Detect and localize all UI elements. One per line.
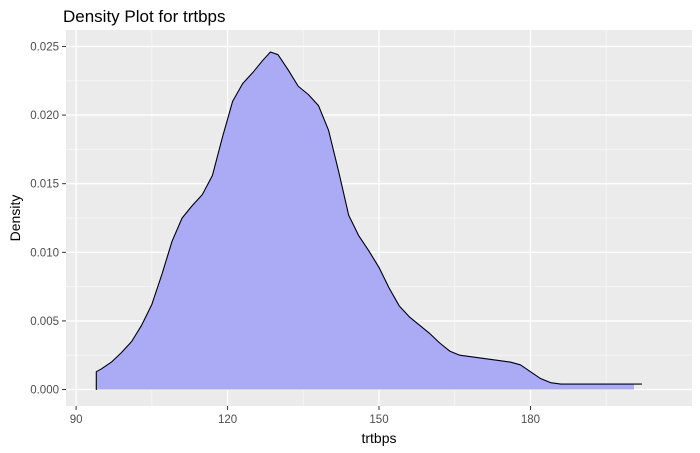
y-tick-label: 0.015 <box>30 179 59 191</box>
x-tick-label: 180 <box>521 414 540 426</box>
y-tick-label: 0.000 <box>30 385 59 397</box>
x-tick-label: 150 <box>369 414 388 426</box>
y-axis: 0.000 0.005 0.010 0.015 0.020 0.025 <box>30 41 66 397</box>
y-tick-label: 0.025 <box>30 41 59 53</box>
x-axis: 90 120 150 180 <box>70 406 540 426</box>
chart-title: Density Plot for trtbps <box>63 7 226 26</box>
y-axis-title: Density <box>7 195 23 242</box>
y-tick-label: 0.010 <box>30 247 59 259</box>
x-tick-label: 120 <box>218 414 237 426</box>
plot-panel <box>66 30 692 406</box>
y-tick-label: 0.020 <box>30 110 59 122</box>
x-axis-title: trtbps <box>361 430 396 446</box>
y-tick-label: 0.005 <box>30 316 59 328</box>
density-line <box>95 51 643 391</box>
density-area <box>96 51 642 390</box>
x-tick-label: 90 <box>70 414 83 426</box>
